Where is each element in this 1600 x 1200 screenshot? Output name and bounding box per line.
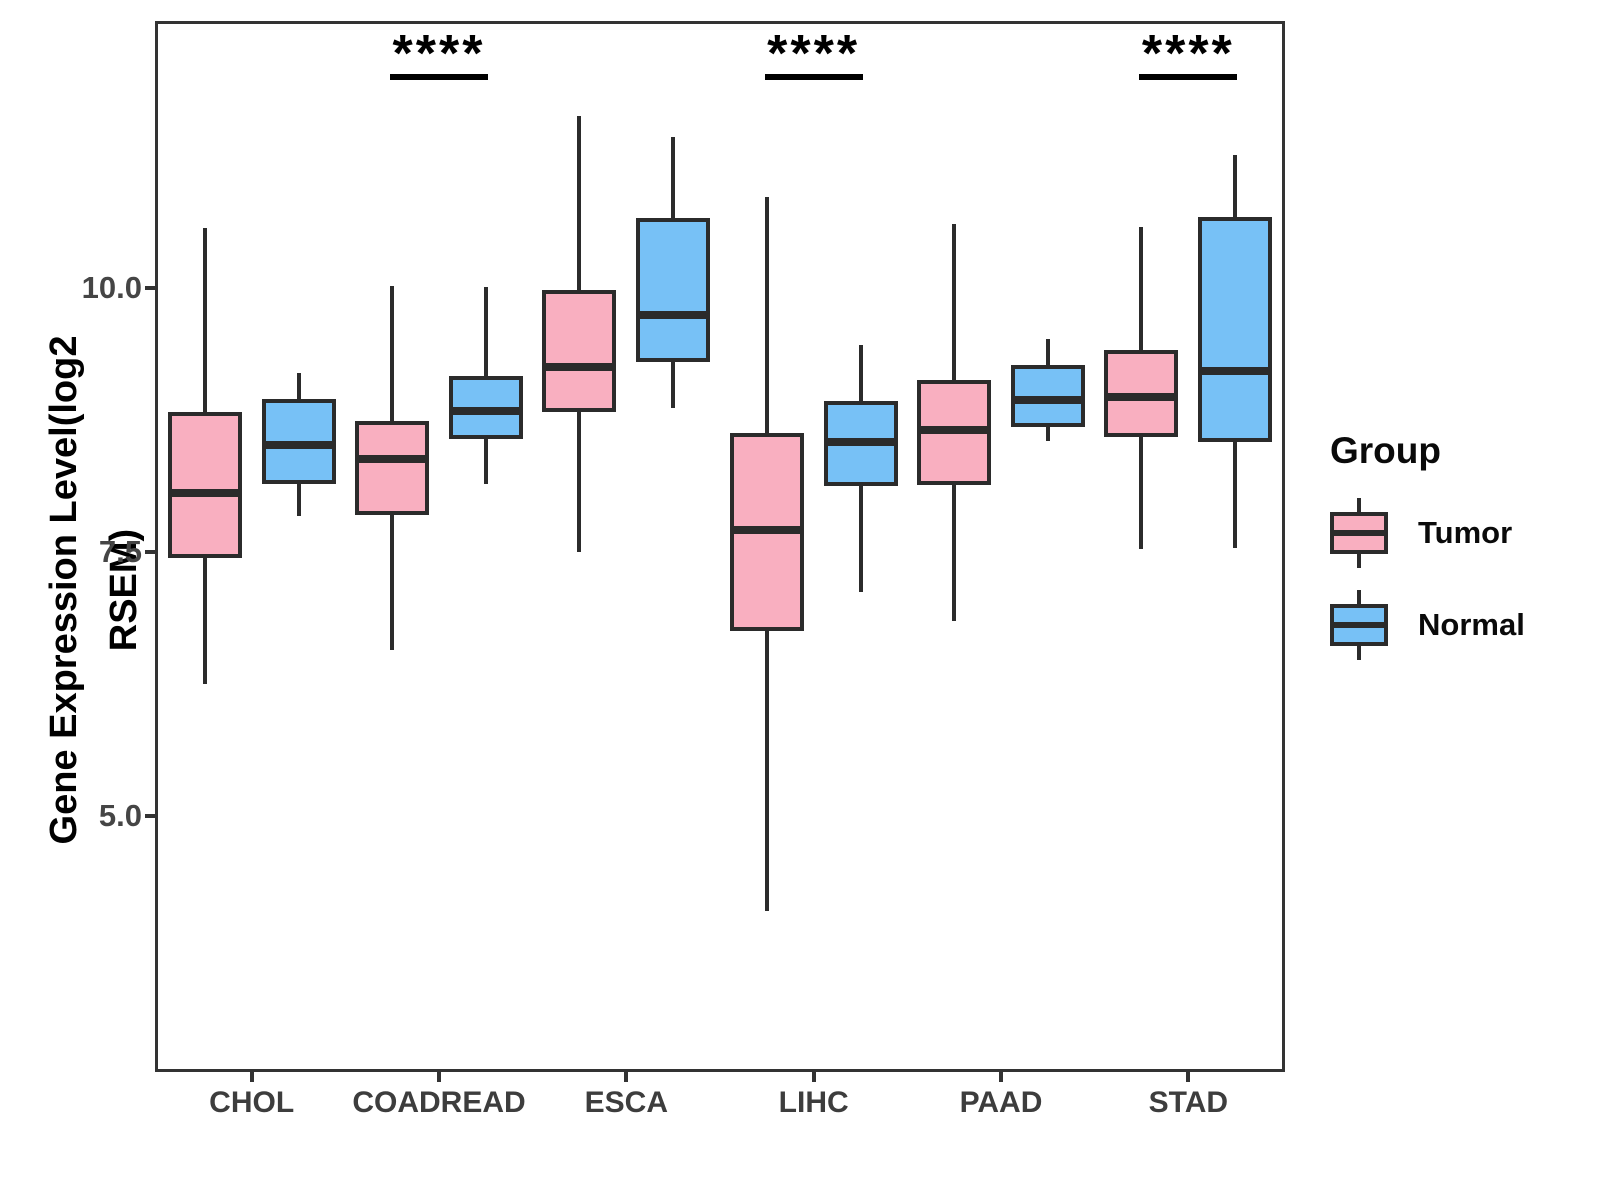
median-normal-paad: [1014, 395, 1082, 404]
box-normal-esca: [636, 218, 711, 362]
median-tumor-coadread: [358, 454, 426, 463]
median-normal-stad: [1201, 367, 1270, 376]
median-normal-coadread: [452, 407, 520, 416]
x-tick-label-stad: STAD: [1148, 1086, 1229, 1119]
median-tumor-esca: [545, 363, 614, 372]
x-tick-mark-stad: [1186, 1072, 1191, 1082]
median-tumor-chol: [170, 488, 239, 497]
plot-panel: **** **** ****: [155, 21, 1285, 1072]
median-normal-esca: [639, 311, 708, 320]
legend-title: Group: [1330, 430, 1441, 471]
y-tick-label-5-0: 5.0: [98, 797, 142, 833]
legend-label-tumor: Tumor: [1418, 515, 1513, 550]
x-tick-label-paad: PAAD: [959, 1086, 1043, 1119]
box-normal-stad: [1198, 217, 1273, 442]
x-tick-label-esca: ESCA: [584, 1086, 668, 1119]
median-tumor-lihc: [732, 525, 801, 534]
significance-stars-stad: ****: [1141, 25, 1235, 83]
significance-stars-coadread: ****: [392, 25, 486, 83]
box-normal-coadread: [449, 375, 523, 439]
legend-item-normal: Normal: [1330, 590, 1590, 660]
boxplot-key-icon: [1330, 590, 1388, 660]
key-median: [1332, 530, 1386, 536]
legend: Group Tumor Normal: [1330, 430, 1590, 682]
boxplot-key-icon: [1330, 498, 1388, 568]
x-tick-mark-paad: [999, 1072, 1003, 1082]
significance-bar-lihc: [764, 74, 863, 80]
key-median: [1332, 622, 1386, 628]
x-tick-mark-chol: [249, 1072, 254, 1082]
x-tick-mark-esca: [624, 1072, 629, 1082]
box-tumor-chol: [167, 412, 242, 559]
median-normal-chol: [264, 441, 333, 450]
significance-bar-coadread: [390, 74, 488, 80]
x-tick-mark-lihc: [811, 1072, 816, 1082]
median-tumor-stad: [1107, 392, 1176, 401]
box-tumor-coadread: [355, 420, 429, 515]
median-tumor-paad: [920, 426, 988, 435]
x-tick-mark-coadread: [437, 1072, 441, 1082]
median-normal-lihc: [826, 438, 895, 446]
y-tick-label-7-5: 7.5: [98, 533, 142, 569]
legend-label-normal: Normal: [1418, 607, 1525, 642]
box-tumor-esca: [542, 290, 617, 413]
x-tick-label-chol: CHOL: [209, 1086, 295, 1119]
x-tick-label-lihc: LIHC: [778, 1086, 849, 1119]
y-tick-label-10-0: 10.0: [81, 269, 142, 305]
y-tick-mark: [145, 285, 155, 290]
legend-item-tumor: Tumor: [1330, 498, 1590, 568]
y-tick-mark: [145, 813, 155, 818]
y-tick-mark: [145, 549, 155, 554]
significance-bar-stad: [1139, 74, 1238, 80]
significance-stars-lihc: ****: [767, 25, 861, 83]
x-tick-label-coadread: COADREAD: [352, 1086, 526, 1119]
